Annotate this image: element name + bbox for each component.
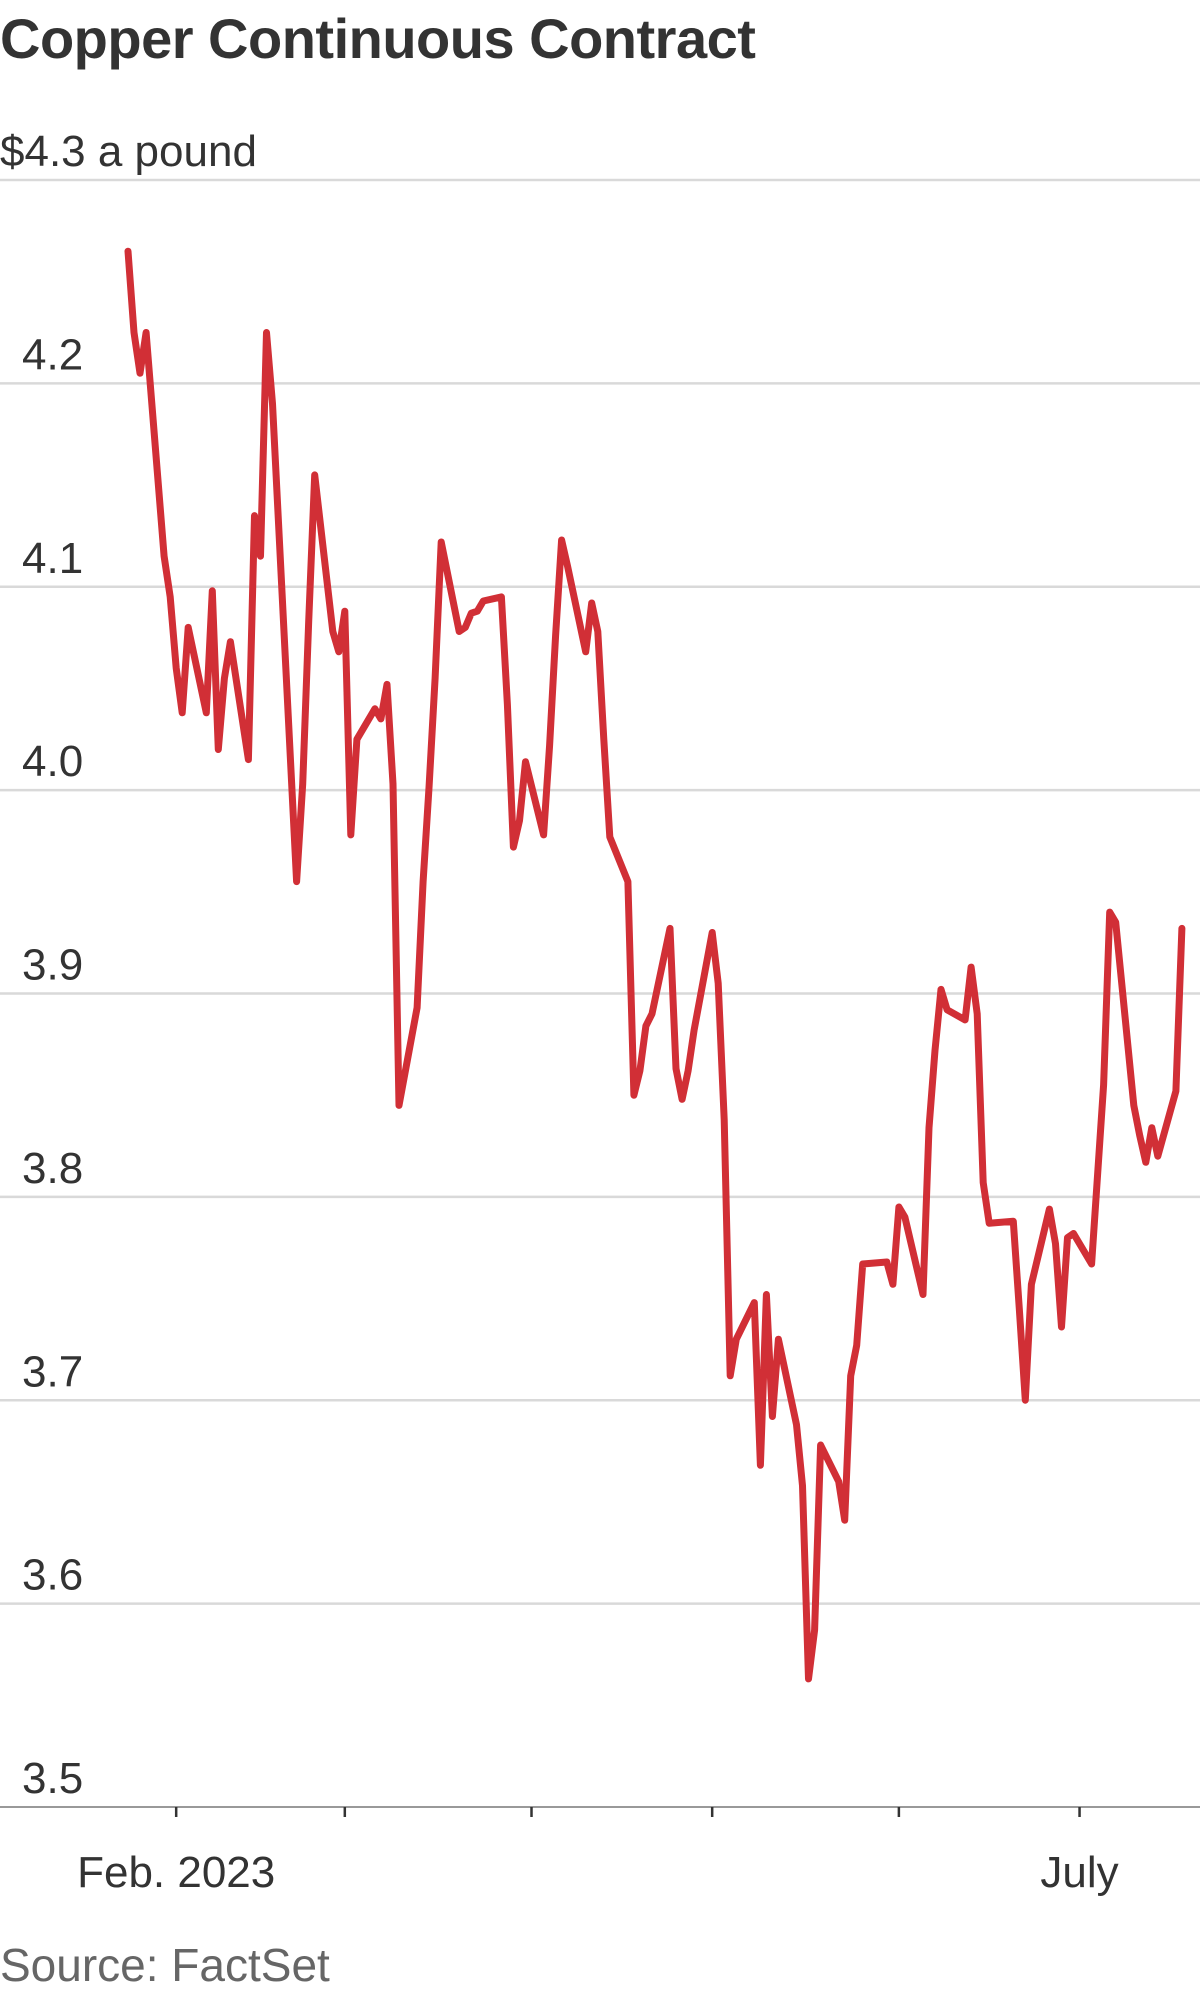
x-axis: Feb. 2023 July [77,1807,1119,1897]
series-layer [124,247,1186,1683]
x-tick-label: Feb. 2023 [77,1848,275,1897]
gridlines [0,178,1200,1808]
x-tick-label: July [1040,1848,1118,1897]
chart-title: Copper Continuous Contract [0,7,756,70]
y-tick-label: 3.9 [22,941,83,990]
y-tick-label: 4.1 [22,534,83,583]
y-tick-label: 4.0 [22,737,83,786]
y-axis-unit-label: $4.3 a pound [0,127,257,176]
source-note: Source: FactSet [0,1939,330,1991]
series-line [124,247,1186,1683]
y-tick-label: 3.8 [22,1144,83,1193]
y-tick-label: 4.2 [22,330,83,379]
y-tick-label: 3.5 [22,1754,83,1803]
y-tick-label: 3.6 [22,1551,83,1600]
y-axis-ticks: $4.3 a pound 4.2 4.1 4.0 3.9 3.8 3.7 3.6 3.5 [0,127,257,1803]
y-tick-label: 3.7 [22,1347,83,1396]
